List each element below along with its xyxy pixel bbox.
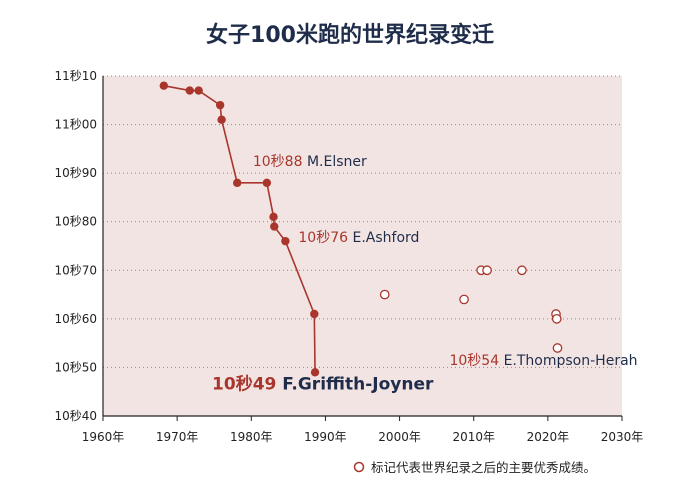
record-point: [159, 81, 168, 90]
record-point: [217, 115, 226, 124]
x-tick-label: 1980年: [230, 430, 273, 444]
performance-point: [379, 289, 390, 300]
performance-point: [459, 294, 469, 305]
y-tick-label: 11秒10: [54, 69, 97, 83]
x-tick-label: 2010年: [452, 430, 495, 444]
record-point: [270, 222, 279, 231]
record-point: [232, 178, 242, 188]
x-tick-label: 2000年: [378, 430, 421, 444]
y-tick-label: 10秒40: [54, 409, 97, 423]
performance-point: [517, 265, 527, 276]
record-point: [262, 178, 272, 188]
record-point: [215, 100, 225, 110]
legend-text: 标记代表世界纪录之后的主要优秀成绩。: [371, 460, 596, 475]
record-point: [194, 86, 203, 95]
x-tick-label: 1990年: [304, 430, 347, 444]
annotation-label: 10秒88 M.Elsner: [253, 154, 367, 170]
y-tick-label: 11秒00: [54, 118, 97, 132]
performance-point: [482, 265, 492, 276]
performance-point: [551, 314, 562, 324]
record-point: [310, 368, 320, 377]
y-tick-label: 10秒60: [54, 312, 97, 326]
annotation-label: 10秒76 E.Ashford: [298, 230, 419, 246]
y-tick-label: 10秒50: [54, 360, 97, 374]
record-point: [269, 212, 278, 222]
record-point: [310, 309, 319, 319]
x-tick-label: 2030年: [601, 430, 644, 444]
plot-area: 10秒40 10秒50 10秒60 10秒70 10秒80 10秒90 11秒00 11秒10…: [54, 69, 643, 444]
annotation-label: 10秒54 E.Thompson-Herah: [449, 353, 637, 369]
legend: 标记代表世界纪录之后的主要优秀成绩。: [353, 460, 596, 475]
performance-point: [552, 343, 563, 353]
annotation-label: 10秒49 F.Griffith-Joyner: [212, 373, 434, 394]
plot-background: [103, 76, 622, 416]
record-point: [281, 236, 290, 246]
y-tick-label: 10秒70: [54, 263, 97, 277]
x-tick-label: 2020年: [527, 430, 570, 444]
legend-hollow-marker: [353, 461, 365, 473]
record-point: [185, 86, 194, 95]
chart-title: 女子100米跑的世界纪录变迁: [206, 22, 494, 48]
y-tick-label: 10秒90: [54, 166, 97, 180]
y-tick-label: 10秒80: [54, 215, 97, 229]
x-tick-label: 1960年: [82, 430, 125, 444]
x-tick-label: 1970年: [156, 430, 199, 444]
